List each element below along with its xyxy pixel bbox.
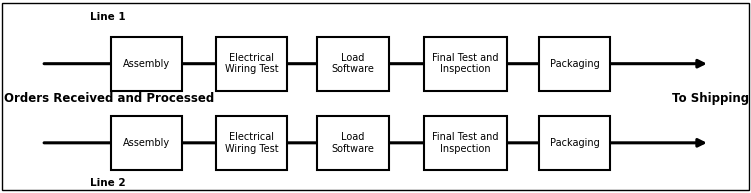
Text: To Shipping: To Shipping	[672, 92, 749, 105]
Bar	[424, 116, 507, 170]
Text: Assembly: Assembly	[123, 59, 170, 69]
Bar	[539, 116, 610, 170]
Text: Load
Software: Load Software	[331, 53, 375, 74]
Bar	[318, 116, 389, 170]
Bar	[216, 116, 288, 170]
Text: Orders Received and Processed: Orders Received and Processed	[4, 92, 214, 105]
Text: Load
Software: Load Software	[331, 132, 375, 154]
Bar	[216, 37, 288, 91]
Bar	[318, 37, 389, 91]
Bar	[539, 37, 610, 91]
Text: Assembly: Assembly	[123, 138, 170, 148]
Text: Electrical
Wiring Test: Electrical Wiring Test	[225, 53, 279, 74]
Text: Final Test and
Inspection: Final Test and Inspection	[433, 53, 499, 74]
Bar	[424, 37, 507, 91]
Text: Packaging: Packaging	[550, 138, 599, 148]
Text: Electrical
Wiring Test: Electrical Wiring Test	[225, 132, 279, 154]
Bar	[111, 37, 182, 91]
Text: Final Test and
Inspection: Final Test and Inspection	[433, 132, 499, 154]
Bar	[111, 116, 182, 170]
Text: Packaging: Packaging	[550, 59, 599, 69]
Text: Line 2: Line 2	[90, 178, 125, 188]
Text: Line 1: Line 1	[90, 12, 125, 22]
